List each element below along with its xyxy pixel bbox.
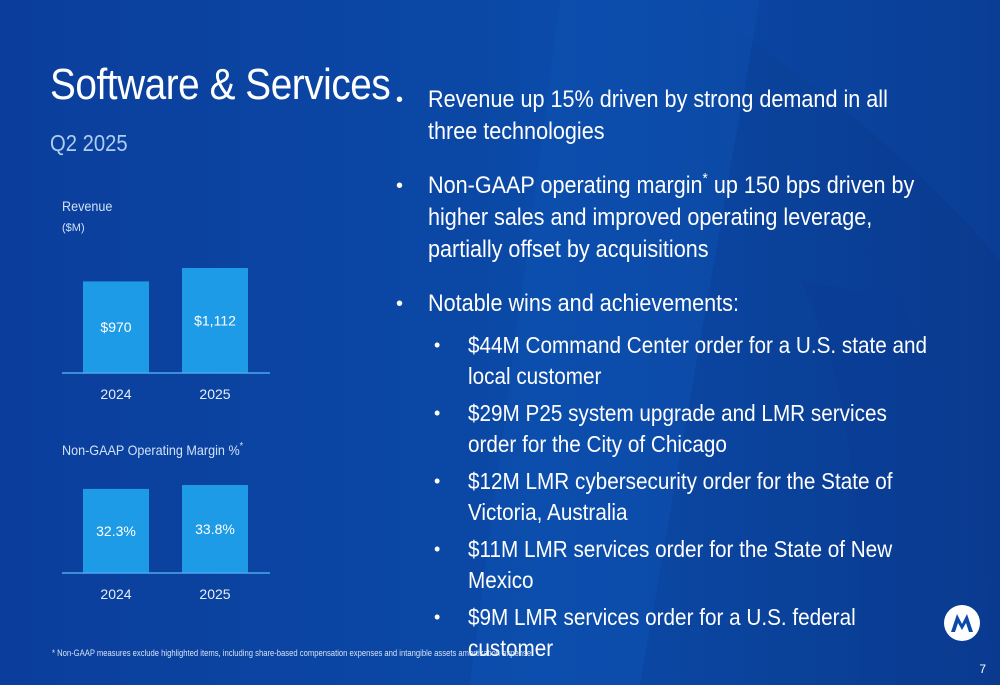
sub-bullet-item: • $44M Command Center order for a U.S. s… — [396, 330, 996, 392]
bar-2025 — [182, 268, 248, 373]
sub-bullet-item: • $12M LMR cybersecurity order for the S… — [396, 466, 996, 528]
margin-bar-chart: 32.3% 2024 33.8% 2025 — [62, 485, 270, 602]
bullet-dot-icon: • — [434, 403, 441, 423]
x-tick-label: 2024 — [100, 386, 131, 402]
bullet-dot-icon: • — [434, 471, 441, 491]
bullet-list: • Revenue up 15% driven by strong demand… — [396, 84, 996, 670]
sub-bullet-text: $29M P25 system upgrade and LMR services… — [468, 400, 887, 457]
revenue-bar-chart: $970 2024 $1,112 2025 — [62, 268, 270, 402]
bar-2024 — [83, 281, 149, 373]
bullet-item: • Non-GAAP operating margin* up 150 bps … — [396, 170, 996, 266]
data-label: $1,112 — [194, 313, 236, 329]
bullet-item: • Notable wins and achievements: — [396, 288, 996, 320]
bullet-text: Non-GAAP operating margin* up 150 bps dr… — [428, 170, 915, 263]
bullet-dot-icon: • — [434, 335, 441, 355]
sub-bullet-text: $44M Command Center order for a U.S. sta… — [468, 332, 928, 389]
x-tick-label: 2024 — [100, 586, 131, 602]
bullet-dot-icon: • — [396, 293, 404, 315]
revenue-chart-title: Revenue — [62, 198, 113, 214]
bar-2024 — [83, 488, 149, 573]
margin-chart-title: Non-GAAP Operating Margin %* — [62, 441, 244, 459]
x-tick-label: 2025 — [199, 586, 230, 602]
sub-bullet-item: • $9M LMR services order for a U.S. fede… — [396, 602, 996, 664]
bullet-item: • Revenue up 15% driven by strong demand… — [396, 84, 996, 148]
data-label: 32.3% — [96, 523, 136, 539]
revenue-chart-unit: ($M) — [62, 222, 85, 234]
page-number: 7 — [979, 662, 986, 676]
footnote: * Non-GAAP measures exclude highlighted … — [52, 648, 532, 658]
bullet-text: Notable wins and achievements: — [428, 290, 739, 317]
data-label: 33.8% — [195, 521, 235, 537]
sub-bullet-text: $11M LMR services order for the State of… — [468, 536, 893, 593]
bullet-dot-icon: • — [396, 175, 404, 197]
sub-bullet-item: • $11M LMR services order for the State … — [396, 534, 996, 596]
bullet-dot-icon: • — [396, 89, 404, 111]
bullet-text: Revenue up 15% driven by strong demand i… — [428, 86, 888, 145]
data-label: $970 — [100, 319, 131, 335]
bullet-dot-icon: • — [434, 539, 441, 559]
x-tick-label: 2025 — [199, 386, 230, 402]
sub-bullet-text: $9M LMR services order for a U.S. federa… — [468, 604, 856, 661]
slide-subtitle: Q2 2025 — [50, 130, 128, 156]
slide-title: Software & Services — [50, 60, 391, 109]
sub-bullet-text: $12M LMR cybersecurity order for the Sta… — [468, 468, 893, 525]
sub-bullet-item: • $29M P25 system upgrade and LMR servic… — [396, 398, 996, 460]
motorola-logo-icon — [944, 605, 980, 641]
bullet-dot-icon: • — [434, 607, 441, 627]
bar-2025 — [182, 485, 248, 573]
